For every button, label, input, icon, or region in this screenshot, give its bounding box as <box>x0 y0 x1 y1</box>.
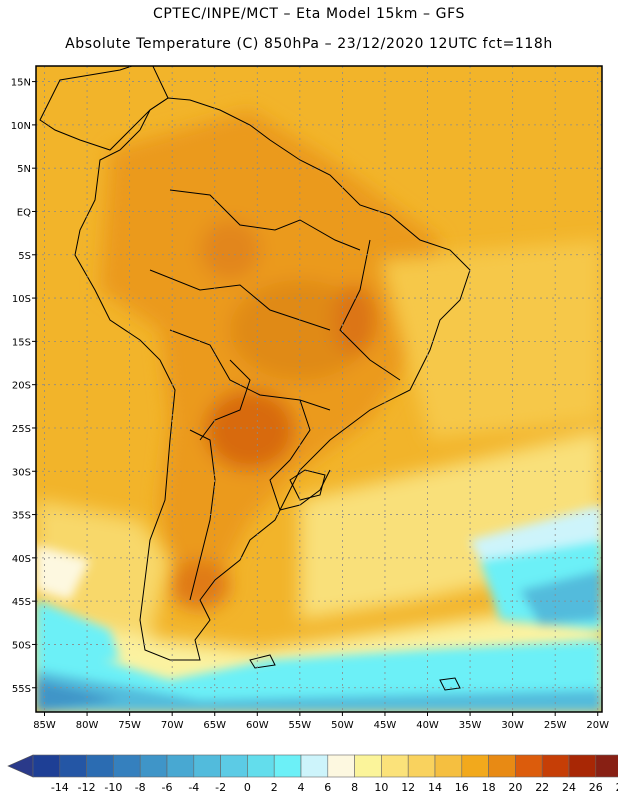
legend-swatch <box>300 754 329 778</box>
legend-label: -4 <box>188 781 199 794</box>
legend-swatch <box>568 754 597 778</box>
legend-swatch <box>193 754 221 778</box>
lon-label: 20W <box>586 720 609 731</box>
lon-label: 70W <box>161 720 184 731</box>
legend-label: -14 <box>51 781 69 794</box>
legend-low-arrow <box>7 754 34 778</box>
legend-swatch <box>32 754 61 778</box>
lat-label: 45S <box>12 597 31 608</box>
lat-label: 25S <box>12 424 31 435</box>
legend-swatch <box>461 754 489 778</box>
legend-label: 0 <box>244 781 251 794</box>
legend-swatch <box>541 754 570 778</box>
lon-label: 25W <box>544 720 567 731</box>
legend-label: 8 <box>351 781 358 794</box>
legend-label: -2 <box>215 781 226 794</box>
legend-label: 20 <box>508 781 522 794</box>
lat-label: 20S <box>12 381 31 392</box>
legend-label: 18 <box>482 781 496 794</box>
legend-swatch <box>515 754 543 778</box>
legend-label: 4 <box>298 781 305 794</box>
lon-label: 55W <box>289 720 312 731</box>
lat-label: 10S <box>12 294 31 305</box>
lat-label: 35S <box>12 511 31 522</box>
lon-label: 45W <box>374 720 397 731</box>
legend-swatch <box>354 754 382 778</box>
map-title-line-2: Absolute Temperature (C) 850hPa – 23/12/… <box>65 36 553 52</box>
legend-label: 12 <box>401 781 415 794</box>
lon-label: 40W <box>416 720 439 731</box>
legend-label: 28 <box>616 781 618 794</box>
lon-label: 85W <box>33 720 56 731</box>
graticule <box>36 66 602 712</box>
lat-label: 30S <box>12 467 31 478</box>
legend-label: 16 <box>455 781 469 794</box>
axis-ticks: 15N 10N 5N EQ 5S 10S 15S 20S 25S 30S 35S 40S 45S 50S 5… <box>11 78 609 731</box>
legend-label: -8 <box>135 781 146 794</box>
legend-label: 10 <box>374 781 388 794</box>
lon-label: 50W <box>331 720 354 731</box>
legend-swatch <box>247 754 275 778</box>
legend-label: 24 <box>562 781 576 794</box>
legend-label: -10 <box>104 781 122 794</box>
legend-swatch <box>434 754 463 778</box>
lat-label: 10N <box>11 121 31 132</box>
lat-label: EQ <box>17 207 31 218</box>
legend-swatch <box>220 754 248 778</box>
lon-label: 75W <box>118 720 141 731</box>
lat-label: 55S <box>12 684 31 695</box>
legend-swatch <box>273 754 302 778</box>
lat-label: 50S <box>12 640 31 651</box>
lat-label: 40S <box>12 554 31 565</box>
temperature-map: 15N 10N 5N EQ 5S 10S 15S 20S 25S 30S 35S 40S 45S 50S 5… <box>11 65 609 731</box>
lon-label: 35W <box>459 720 482 731</box>
lon-label: 30W <box>501 720 524 731</box>
lat-label: 15S <box>12 337 31 348</box>
map-title-line-1: CPTEC/INPE/MCT – Eta Model 15km – GFS <box>152 6 466 22</box>
legend-label: -12 <box>78 781 96 794</box>
legend-label: 22 <box>535 781 549 794</box>
legend-label: 14 <box>428 781 442 794</box>
legend-swatch <box>381 754 409 778</box>
legend-swatch <box>407 754 436 778</box>
lon-label: 80W <box>76 720 99 731</box>
legend-label: 6 <box>324 781 331 794</box>
lat-label: 5N <box>17 164 31 175</box>
legend-label: -6 <box>162 781 173 794</box>
legend-swatch <box>86 754 114 778</box>
legend-label: 26 <box>589 781 603 794</box>
lat-label: 15N <box>11 78 31 89</box>
legend-swatch <box>488 754 516 778</box>
legend-swatch <box>166 754 195 778</box>
legend-swatch <box>327 754 355 778</box>
legend-swatch <box>59 754 87 778</box>
legend-swatch <box>595 754 618 778</box>
legend-swatch <box>113 754 141 778</box>
map-frame <box>35 65 603 713</box>
color-legend: -14 -12 -10 -8 -6 -4 -2 0 2 4 6 8 10 12 14 16 18 20 22 24 26… <box>7 754 618 794</box>
temperature-field <box>36 66 602 712</box>
lon-label: 60W <box>246 720 269 731</box>
legend-label: 2 <box>271 781 278 794</box>
lat-label: 5S <box>18 251 31 262</box>
lon-label: 65W <box>203 720 226 731</box>
legend-swatch <box>139 754 168 778</box>
